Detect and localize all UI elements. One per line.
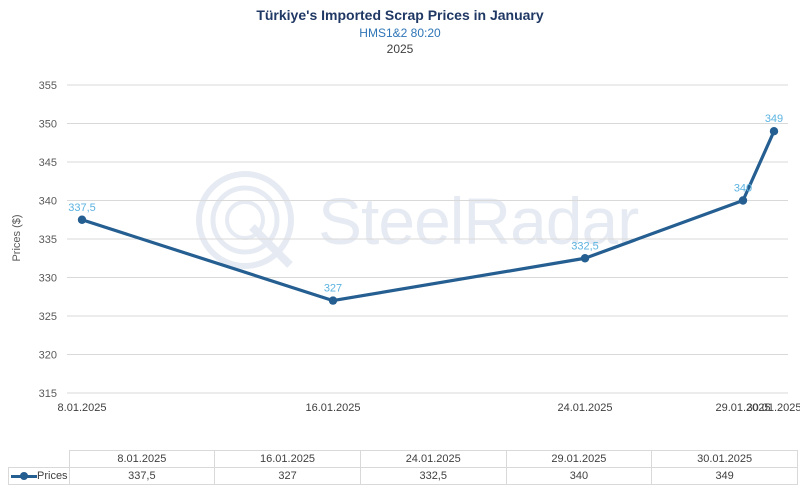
data-point — [769, 127, 779, 136]
line-chart: 315 320 325 330 335 340 345 350 355 8.01.2025 16.… — [11, 80, 800, 414]
data-table: 8.01.2025 16.01.2025 24.01.2025 29.01.20… — [8, 450, 798, 485]
data-label: 349 — [765, 113, 783, 125]
data-table-cell: 337,5 — [68, 467, 216, 485]
y-axis-label: Prices ($) — [11, 214, 23, 261]
y-tick-label: 350 — [39, 119, 57, 131]
legend-label: Prices — [37, 470, 68, 482]
y-tick-label: 355 — [39, 80, 57, 92]
data-table-cell: 332,5 — [359, 467, 507, 485]
x-tick-label: 29.01.2025 — [715, 402, 770, 414]
data-point — [77, 215, 87, 224]
data-table-cell: 327 — [214, 467, 361, 485]
data-table-header-row: 8.01.2025 16.01.2025 24.01.2025 29.01.20… — [8, 450, 798, 468]
data-labels: 337,5 327 332,5 340 349 — [68, 113, 783, 294]
series-line — [81, 130, 776, 303]
data-label: 337,5 — [68, 202, 96, 214]
data-label: 332,5 — [571, 240, 599, 252]
x-tick-label: 8.01.2025 — [58, 402, 107, 414]
data-table-header: 24.01.2025 — [359, 450, 507, 468]
y-tick-label: 315 — [39, 388, 57, 400]
data-label: 340 — [734, 183, 752, 195]
data-table-header: 29.01.2025 — [505, 450, 653, 468]
data-table-corner — [8, 450, 70, 468]
data-label: 327 — [324, 283, 342, 295]
series-prices — [77, 127, 779, 305]
y-tick-label: 345 — [39, 157, 57, 169]
legend-entry-prices: Prices — [8, 467, 70, 485]
y-tick-label: 335 — [39, 234, 57, 246]
data-table-row: Prices 337,5 327 332,5 340 349 — [8, 467, 798, 485]
chart-title: Türkiye's Imported Scrap Prices in Janua… — [256, 7, 544, 23]
x-tick-label: 16.01.2025 — [305, 402, 360, 414]
data-table-cell: 340 — [505, 467, 653, 485]
x-tick-label: 24.01.2025 — [557, 402, 612, 414]
y-axis-ticks: 315 320 325 330 335 340 345 350 355 — [39, 80, 57, 400]
chart-year: 2025 — [386, 42, 414, 56]
y-tick-label: 330 — [39, 273, 57, 285]
data-point — [328, 296, 338, 305]
data-point — [738, 196, 748, 205]
data-table-cell: 349 — [651, 467, 798, 485]
data-point — [580, 254, 590, 263]
data-table-header: 8.01.2025 — [68, 450, 216, 468]
y-tick-label: 325 — [39, 311, 57, 323]
data-table-header: 30.01.2025 — [651, 450, 798, 468]
x-axis-ticks: 8.01.2025 16.01.2025 24.01.2025 29.01.20253… — [58, 402, 800, 414]
y-tick-label: 340 — [39, 196, 57, 208]
data-table-header: 16.01.2025 — [214, 450, 361, 468]
chart-subtitle: HMS1&2 80:20 — [359, 26, 441, 40]
y-tick-label: 320 — [39, 350, 57, 362]
x-tick-label: 30.01.2025 — [746, 402, 800, 414]
grid-lines — [67, 84, 788, 394]
legend-line-marker-icon — [11, 471, 37, 481]
